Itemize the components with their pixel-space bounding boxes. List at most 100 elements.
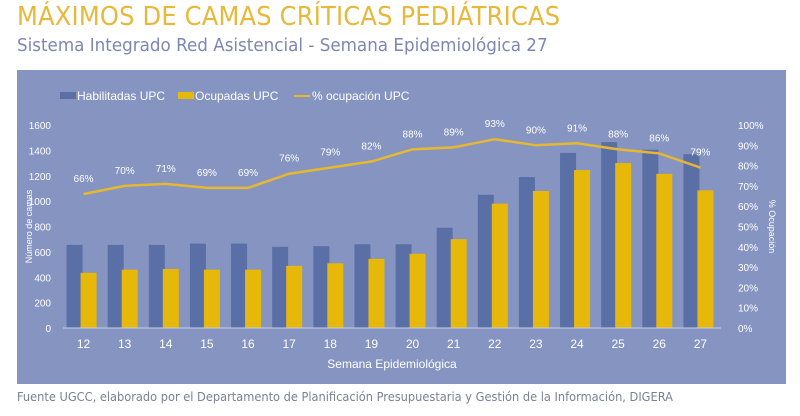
x-tick-label: 19 [365,337,379,351]
bar-ocupadas [532,190,549,328]
x-tick-label: 25 [612,337,626,351]
x-tick-label: 26 [653,337,667,351]
y-tick-label: 1600 [29,121,52,132]
x-tick-label: 18 [324,337,338,351]
legend-swatch-habilitadas [60,92,76,99]
data-label-ocupacion: 91% [567,123,587,134]
data-label-ocupacion: 89% [444,127,464,138]
bar-habilitadas [148,244,165,328]
data-label-ocupacion: 88% [608,129,628,140]
bar-habilitadas [313,246,330,328]
data-label-ocupacion: 82% [361,142,381,153]
bar-ocupadas [286,265,303,328]
data-label-ocupacion: 69% [238,168,258,179]
bar-habilitadas [354,244,371,328]
y2-tick-label: 10% [738,304,758,315]
bar-habilitadas [477,194,494,328]
y-tick-label: 200 [34,299,51,310]
bar-ocupadas [203,269,220,328]
data-label-ocupacion: 66% [74,174,94,185]
x-tick-label: 20 [406,337,420,351]
bar-ocupadas [697,190,714,328]
y-tick-label: 0 [45,324,51,335]
data-label-ocupacion: 90% [526,125,546,136]
x-tick-label: 17 [283,337,297,351]
x-tick-label: 12 [77,337,91,351]
bar-habilitadas [272,246,289,328]
bar-ocupadas [245,269,262,328]
legend-label-ocupacion: % ocupación UPC [312,89,410,103]
bar-ocupadas [121,269,138,328]
chart-subtitle: Sistema Integrado Red Asistencial - Sema… [17,35,548,56]
bars [66,142,714,328]
bar-habilitadas [518,177,535,328]
legend: Habilitadas UPC Ocupadas UPC % ocupación… [60,89,410,103]
data-label-ocupacion: 79% [690,148,710,159]
x-tick-label: 14 [159,337,173,351]
bar-ocupadas [656,173,673,328]
ocupacion-line [83,137,701,196]
bar-ocupadas [368,258,385,328]
bar-ocupadas [491,203,508,328]
chart-svg: Habilitadas UPC Ocupadas UPC % ocupación… [24,89,777,371]
data-label-ocupacion: 70% [115,166,135,177]
y2-tick-label: 20% [738,283,758,294]
data-label-ocupacion: 93% [485,119,505,130]
bar-habilitadas [436,227,453,328]
y-tick-label: 1000 [29,197,52,208]
bar-ocupadas [574,170,591,328]
chart-title: MÁXIMOS DE CAMAS CRÍTICAS PEDIÁTRICAS [17,2,561,32]
chart-panel: Habilitadas UPC Ocupadas UPC % ocupación… [17,70,786,384]
legend-swatch-ocupadas [178,92,194,99]
x-tick-label: 24 [570,337,584,351]
y2-tick-label: 0% [738,324,753,335]
source-footnote: Fuente UGCC, elaborado por el Departamen… [17,390,673,404]
x-tick-label: 22 [488,337,502,351]
x-tick-label: 15 [200,337,214,351]
bar-habilitadas [601,142,618,328]
bar-habilitadas [107,244,124,328]
data-label-ocupacion: 69% [197,168,217,179]
y2-axis-title: % Ocupación [767,200,777,254]
bar-habilitadas [642,149,659,328]
y2-tick-label: 100% [738,121,764,132]
x-tick-label: 16 [241,337,255,351]
legend-label-habilitadas: Habilitadas UPC [77,89,165,103]
y-tick-label: 1200 [29,172,52,183]
x-axis: 12 13 14 15 16 17 18 19 20 21 22 23 24 25 26 27 [77,337,708,351]
y2-tick-label: 30% [738,263,758,274]
y-tick-label: 600 [34,248,51,259]
y-axis-left: 0 200 400 600 800 1000 1200 1400 1600 [29,121,52,335]
y-tick-label: 400 [34,273,51,284]
data-label-ocupacion: 79% [320,148,340,159]
bar-habilitadas [231,243,248,328]
bar-habilitadas [395,244,412,328]
bar-ocupadas [80,272,97,328]
bar-ocupadas [450,239,467,328]
bar-ocupadas [327,263,344,328]
y2-tick-label: 90% [738,141,758,152]
y2-tick-label: 60% [738,202,758,213]
data-label-ocupacion: 86% [649,133,669,144]
y-tick-label: 1400 [29,146,52,157]
x-axis-title: Semana Epidemiológica [327,357,457,371]
bar-ocupadas [162,269,179,328]
bar-habilitadas [560,152,577,328]
y2-tick-label: 70% [738,182,758,193]
bar-habilitadas [683,154,700,328]
data-label-ocupacion: 76% [279,154,299,165]
y2-tick-label: 40% [738,243,758,254]
bar-habilitadas [189,243,206,328]
y-tick-label: 800 [34,223,51,234]
data-label-ocupacion: 88% [403,129,423,140]
bar-habilitadas [66,244,83,328]
data-label-ocupacion: 71% [156,164,176,175]
legend-label-ocupadas: Ocupadas UPC [195,89,279,103]
x-tick-label: 27 [694,337,708,351]
y2-tick-label: 80% [738,162,758,173]
y-axis-right: 0% 10% 20% 30% 40% 50% 60% 70% 80% 90% 100% [738,121,764,335]
x-tick-label: 13 [118,337,132,351]
bar-ocupadas [409,253,426,328]
x-tick-label: 21 [447,337,461,351]
ocupacion-line-series: 66% 70% 71% 69% 69% 76% 79% 82% 88% 89% 93% 90% 91% 8… [74,119,711,196]
